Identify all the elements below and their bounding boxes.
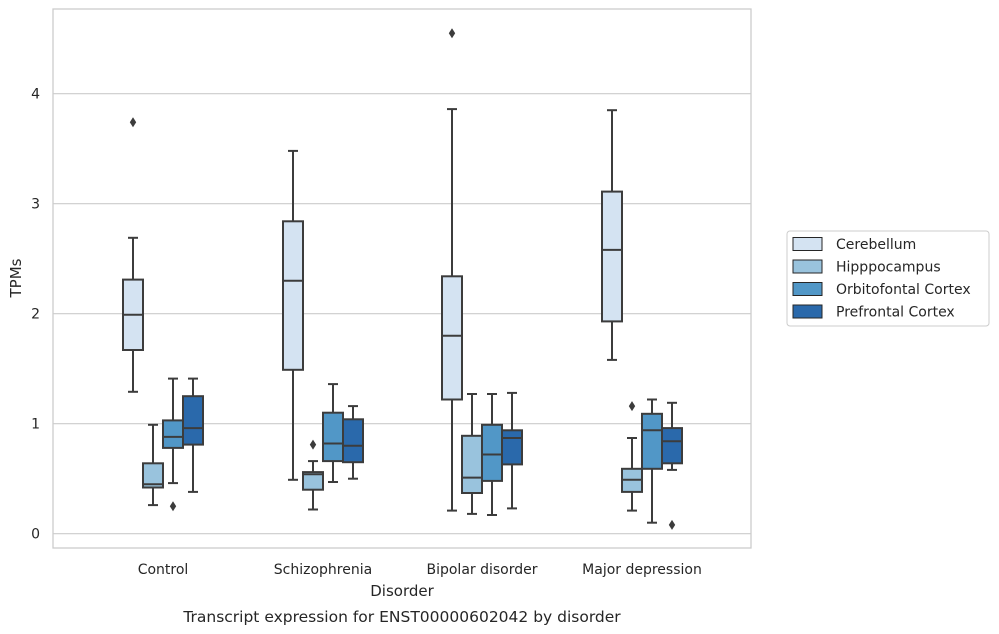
y-axis-ticks: 0 1 2 3 4 — [31, 87, 40, 543]
x-tick-label: Bipolar disorder — [426, 562, 537, 578]
legend-frame — [786, 230, 990, 327]
legend-label: Prefrontal Cortex — [836, 305, 955, 321]
y-tick-label: 0 — [31, 527, 40, 543]
plot-frame — [52, 8, 752, 549]
y-tick-label: 4 — [31, 87, 40, 103]
legend-label: Hipppocampus — [836, 260, 941, 276]
legend-swatch — [792, 282, 823, 296]
y-axis-label: TPMs — [7, 258, 25, 298]
x-axis-label: Disorder — [370, 582, 434, 600]
box — [162, 419, 184, 449]
x-tick-label: Major depression — [582, 562, 702, 578]
box — [342, 418, 364, 464]
box — [441, 275, 463, 401]
chart-caption: Transcript expression for ENST0000060204… — [182, 608, 621, 626]
box-groups — [122, 28, 683, 530]
box — [481, 423, 503, 482]
box — [641, 412, 663, 470]
outlier-point — [668, 519, 676, 530]
outlier-point — [129, 117, 137, 128]
outlier-point — [309, 439, 317, 450]
box — [322, 411, 344, 463]
y-tick-label: 2 — [31, 307, 40, 323]
box — [661, 427, 683, 465]
box — [282, 220, 304, 371]
outlier-point — [448, 28, 456, 39]
legend-swatch — [792, 237, 823, 251]
x-tick-label: Schizophrenia — [274, 562, 372, 578]
x-tick-label: Control — [138, 562, 189, 578]
box — [461, 434, 483, 494]
legend-swatch — [792, 304, 823, 319]
outlier-point — [628, 401, 636, 412]
box — [302, 471, 324, 491]
x-axis-ticks: Control Schizophrenia Bipolar disorder Majo… — [138, 562, 702, 578]
legend-label: Orbitofontal Cortex — [836, 282, 971, 298]
box — [501, 429, 523, 466]
box — [182, 395, 204, 446]
box — [601, 190, 623, 323]
legend: Cerebellum Hipppocampus Orbitofontal Corte… — [786, 230, 990, 327]
plot-background — [53, 9, 751, 548]
legend-label: Cerebellum — [836, 237, 916, 253]
y-tick-label: 1 — [31, 417, 40, 433]
y-tick-label: 3 — [31, 197, 40, 213]
outlier-point — [169, 501, 177, 512]
box — [142, 462, 164, 489]
legend-swatch — [792, 259, 823, 274]
